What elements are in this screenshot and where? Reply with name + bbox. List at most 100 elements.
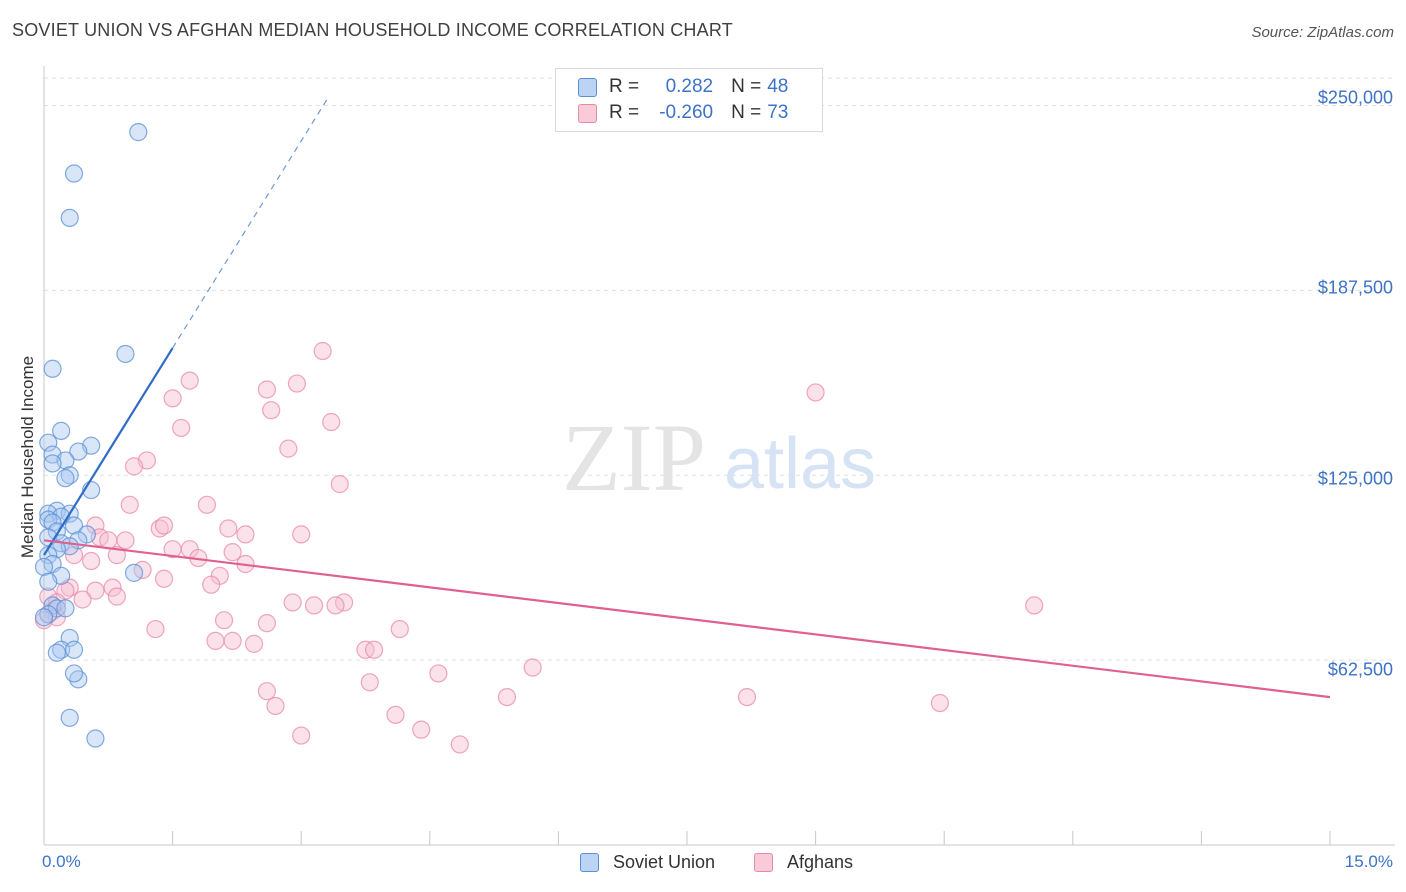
afghan-point [364, 640, 384, 659]
afghan-point [154, 516, 174, 535]
source-credit: Source: ZipAtlas.com [1251, 24, 1394, 41]
afghan-point [386, 705, 405, 724]
afghan-point [120, 495, 139, 514]
series-legend-soviet: Soviet Union [580, 852, 715, 873]
afghan-point [223, 631, 242, 650]
afghan-trendline [43, 539, 1331, 699]
afghan-point [497, 687, 517, 707]
afghan-point [214, 611, 234, 630]
r-value: -0.260 [659, 102, 714, 123]
afghan-point [283, 593, 302, 612]
r-value: 0.282 [665, 76, 714, 97]
afghan-point [326, 596, 345, 615]
soviet-trendline-extension [172, 99, 328, 349]
afghan-point [202, 575, 221, 594]
afghan-point [322, 412, 341, 432]
legend-row-soviet: R = 0.282 N = 48 [578, 75, 788, 99]
afghan-point [73, 590, 92, 609]
soviet-legend-icon [580, 853, 599, 872]
afghan-point [287, 374, 307, 393]
y-tick-250000: $250,000 [1317, 87, 1393, 108]
afghan-point [86, 581, 105, 600]
soviet-swatch-icon [578, 77, 597, 97]
soviet-trendline [43, 347, 174, 556]
soviet-point [39, 572, 58, 591]
soviet-point [34, 557, 54, 577]
soviet-point [64, 164, 84, 183]
afghan-point [262, 401, 281, 420]
x-tick-max: 15.0% [1344, 852, 1393, 871]
afghan-point [257, 380, 277, 399]
soviet-point [60, 708, 79, 727]
n-value: 48 [767, 76, 789, 97]
afghan-point [107, 546, 126, 565]
soviet-point [69, 442, 88, 461]
soviet-point [116, 344, 135, 364]
afghan-point [82, 551, 101, 571]
soviet-point [39, 433, 58, 452]
n-value: 73 [767, 102, 789, 123]
afghan-point [180, 371, 199, 390]
afghan-point [154, 569, 174, 588]
soviet-point [34, 608, 54, 627]
afghan-point [1025, 596, 1044, 615]
afghan-point [390, 619, 409, 639]
afghan-point [450, 735, 469, 754]
afghan-point [304, 596, 324, 615]
n-label: N = [731, 76, 762, 97]
chart-title: SOVIET UNION VS AFGHAN MEDIAN HOUSEHOLD … [12, 20, 733, 40]
afghan-point [279, 439, 298, 458]
afghan-point [523, 658, 542, 677]
r-label: R = [609, 76, 640, 97]
soviet-point [64, 640, 84, 659]
soviet-point [43, 359, 62, 378]
afghan-point [360, 673, 379, 692]
afghan-point [219, 519, 238, 538]
afghan-point [330, 475, 349, 494]
afghan-point [737, 687, 757, 707]
watermark-zip: ZIP [562, 404, 706, 511]
afghan-point [236, 525, 255, 544]
watermark-atlas: atlas [724, 424, 876, 504]
n-label: N = [731, 102, 762, 123]
x-tick-min: 0.0% [42, 852, 81, 871]
soviet-point [60, 208, 79, 228]
afghan-point [64, 546, 84, 565]
soviet-point [64, 516, 84, 535]
afghan-point [146, 619, 165, 639]
afghan-point [292, 726, 311, 745]
afghan-point [223, 543, 242, 562]
afghan-point [806, 383, 825, 402]
soviet-point [129, 123, 148, 142]
soviet-point [47, 643, 66, 662]
afghan-point [930, 693, 950, 713]
afghan-point [412, 720, 431, 739]
y-tick-187500: $187,500 [1317, 277, 1393, 298]
afghan-point [103, 578, 122, 597]
y-tick-62500: $62,500 [1327, 659, 1393, 680]
soviet-point [43, 513, 62, 532]
afghan-legend-icon [754, 853, 773, 872]
afghan-legend-label: Afghans [787, 852, 854, 872]
r-label: R = [609, 102, 640, 123]
afghan-point [313, 341, 332, 361]
soviet-point [43, 454, 62, 473]
soviet-point [64, 664, 84, 683]
afghan-point [172, 418, 191, 438]
soviet-point [56, 599, 75, 618]
afghan-point [266, 696, 285, 716]
afghan-point [292, 525, 311, 544]
afghan-point [124, 457, 144, 476]
y-tick-125000: $125,000 [1317, 468, 1393, 489]
legend-row-afghan: R = -0.260 N = 73 [578, 101, 788, 125]
soviet-point [86, 729, 105, 748]
soviet-point [56, 469, 75, 488]
series-legend-afghans: Afghans [754, 852, 853, 873]
afghan-point [257, 682, 277, 701]
soviet-point [52, 421, 71, 440]
afghan-swatch-icon [578, 103, 597, 123]
soviet-legend-label: Soviet Union [613, 852, 716, 872]
afghan-point [206, 631, 225, 650]
afghan-point [257, 614, 277, 633]
